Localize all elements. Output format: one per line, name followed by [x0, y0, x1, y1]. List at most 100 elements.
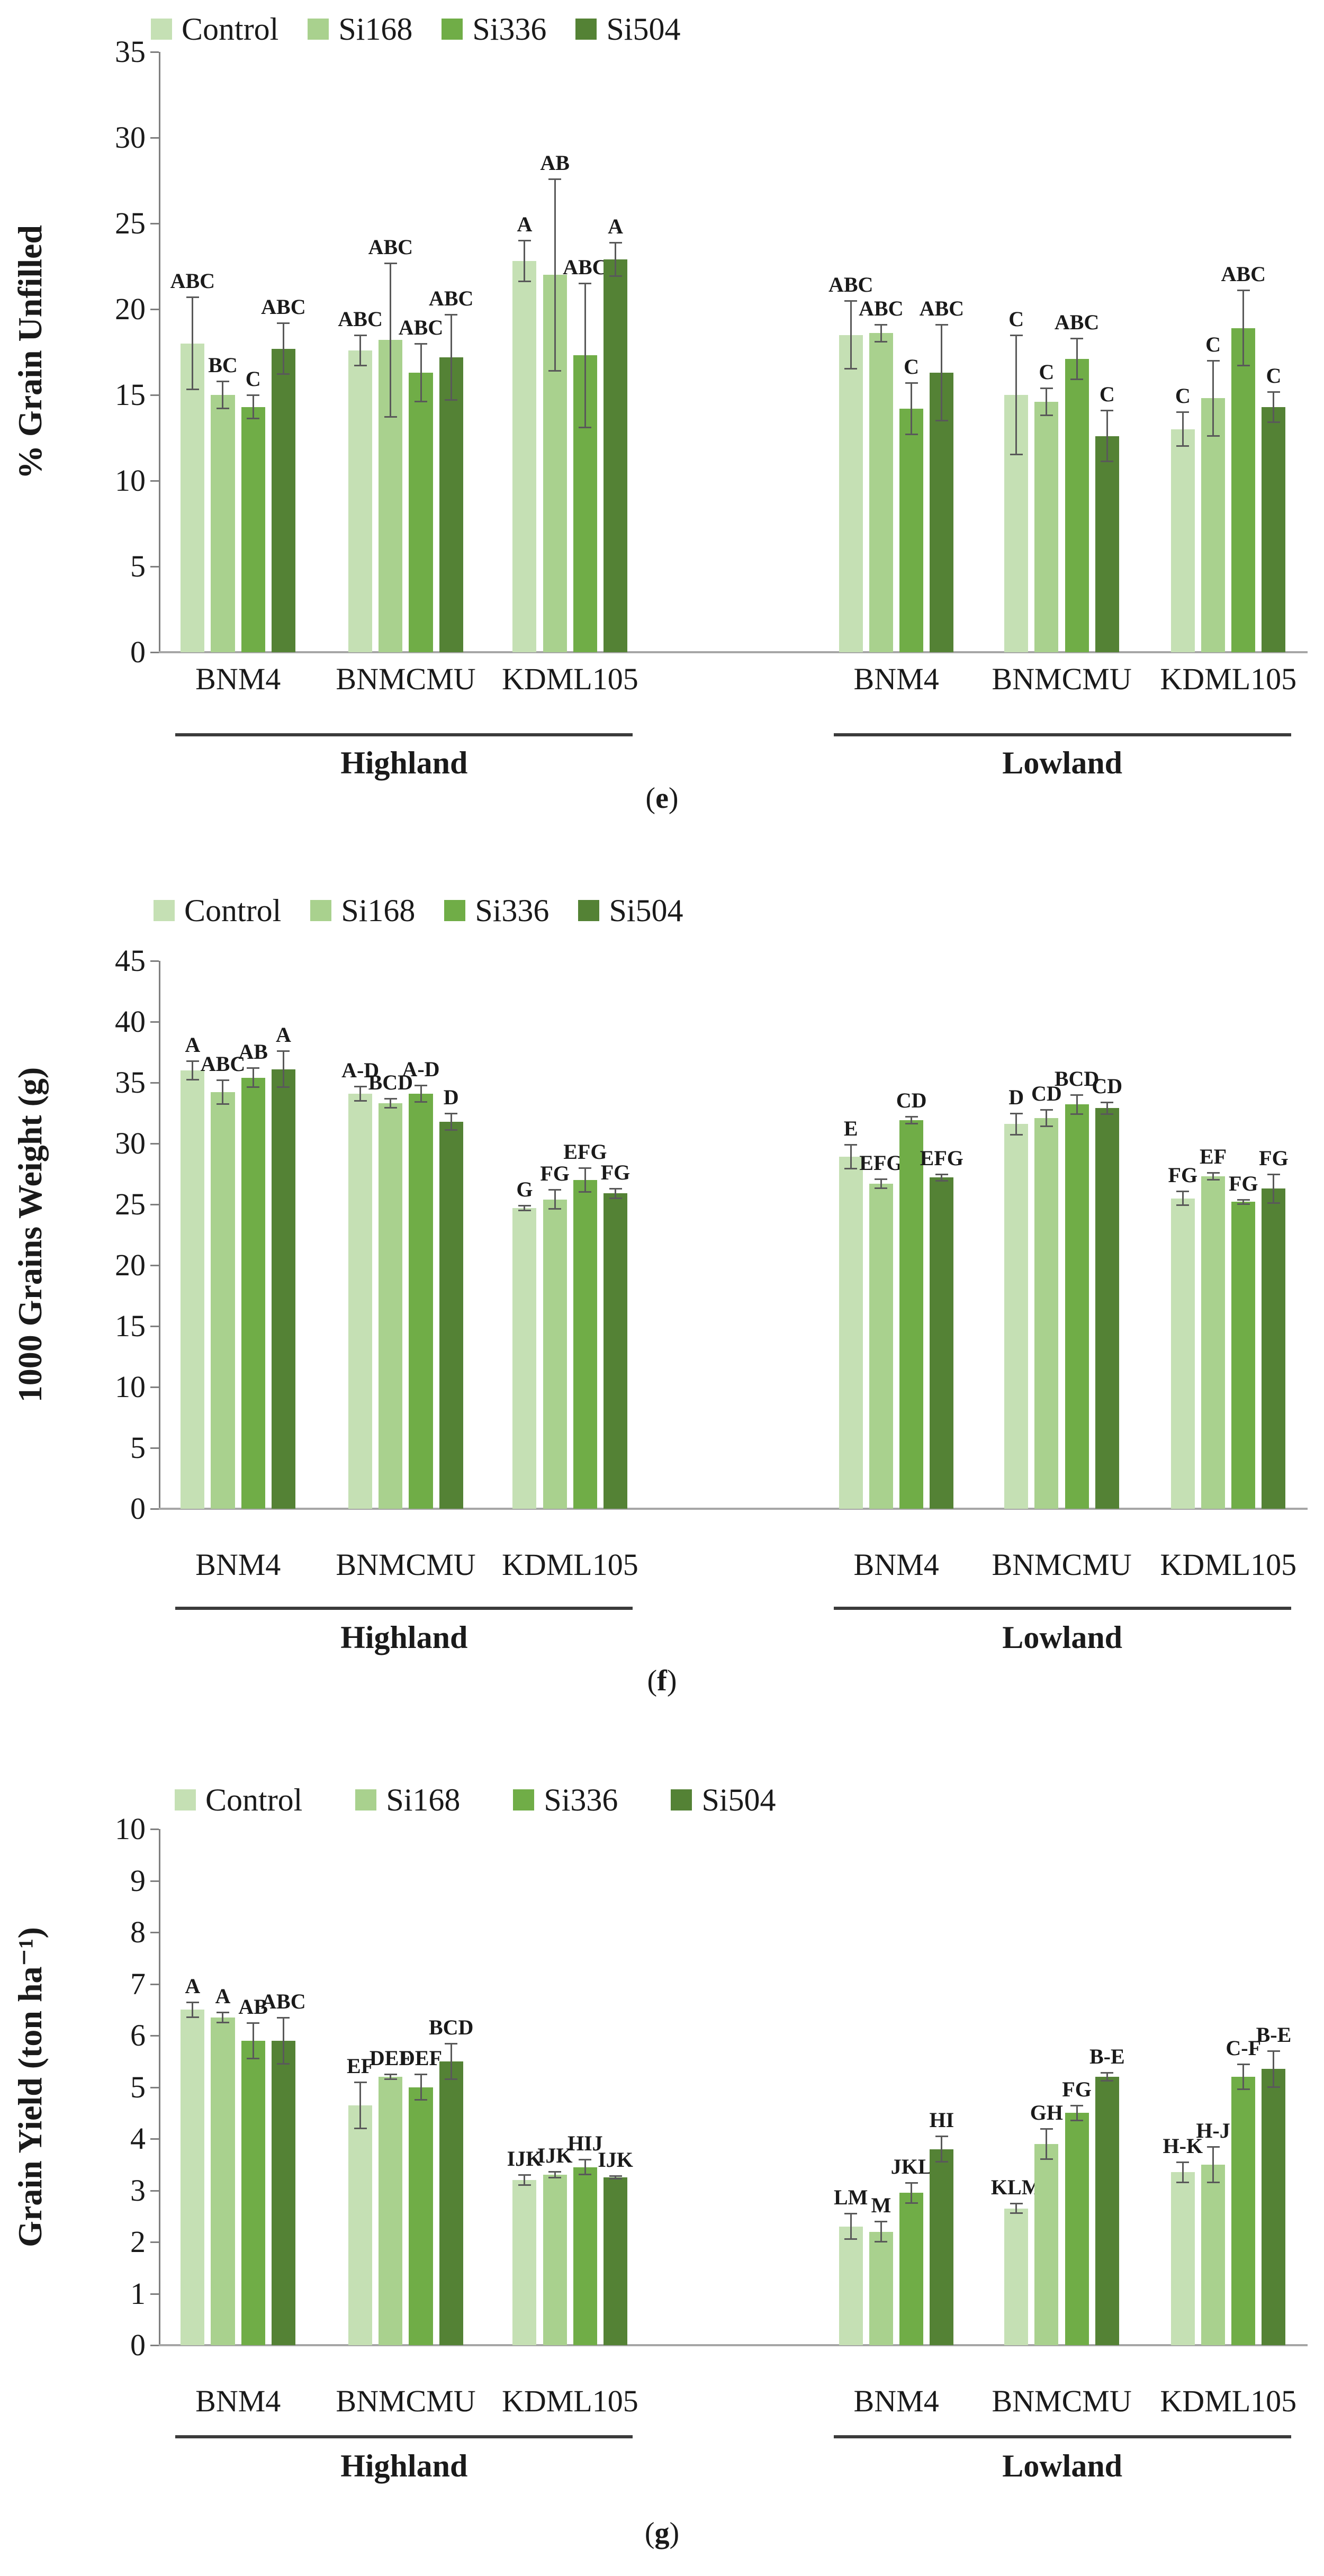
panel-caption: (f): [647, 1664, 677, 1697]
error-bar: [1182, 2161, 1184, 2183]
y-tick-label: 1: [130, 2276, 146, 2311]
error-bar-cap: [186, 1079, 199, 1081]
error-bar-cap: [1267, 391, 1280, 393]
error-bar: [615, 1188, 617, 1199]
x-group-label: BNM4: [853, 1547, 939, 1582]
legend-item-si168: Si168: [310, 895, 415, 926]
error-bar-cap: [277, 2016, 290, 2019]
y-axis-line: [159, 961, 160, 1509]
y-tick-label: 15: [115, 1309, 146, 1343]
error-bar: [941, 1174, 943, 1182]
error-bar-cap: [579, 283, 592, 285]
significance-letter: ABC: [1054, 310, 1100, 335]
significance-letter: ABC: [368, 235, 413, 259]
error-bar-cap: [1176, 1190, 1190, 1192]
error-bar-cap: [548, 2171, 562, 2173]
y-tick-label: 15: [115, 377, 146, 412]
error-bar-cap: [216, 1079, 229, 1082]
error-bar-cap: [935, 419, 948, 421]
error-bar-cap: [1206, 360, 1220, 362]
error-bar: [420, 343, 422, 402]
error-bar-cap: [384, 2074, 397, 2076]
significance-letter: EFG: [859, 1150, 903, 1175]
legend-item-si504: Si504: [671, 1784, 776, 1816]
significance-letter: GH: [1030, 2100, 1063, 2124]
error-bar-cap: [415, 1101, 428, 1103]
legend-item-si336: Si336: [513, 1784, 618, 1816]
bar-si168: [1034, 2143, 1059, 2345]
error-bar-cap: [277, 2062, 290, 2065]
error-bar-cap: [354, 334, 367, 336]
y-tick-label: 4: [130, 2121, 146, 2156]
bar-si168: [379, 2077, 403, 2345]
error-bar-cap: [875, 340, 888, 343]
legend-swatch-icon: [444, 900, 466, 921]
legend-item-si504: Si504: [575, 13, 680, 45]
error-bar: [850, 1145, 852, 1169]
significance-letter: D: [443, 1085, 459, 1109]
error-bar-cap: [186, 296, 199, 299]
error-bar-cap: [384, 1097, 397, 1100]
error-bar-cap: [1176, 2181, 1190, 2183]
bar-si504: [439, 2061, 463, 2345]
y-tick-mark: [150, 2241, 159, 2243]
error-bar-cap: [935, 2160, 948, 2163]
x-axis-line: [159, 1508, 1308, 1510]
error-bar: [252, 395, 254, 419]
significance-letter: ABC: [261, 1989, 306, 2013]
error-bar: [1106, 410, 1108, 462]
error-bar-cap: [1010, 334, 1023, 336]
error-bar-cap: [844, 2213, 858, 2215]
bar-si504: [1262, 2069, 1286, 2345]
significance-letter: C: [245, 367, 261, 391]
bar-si504: [1095, 2077, 1119, 2345]
error-bar: [880, 1178, 882, 1189]
bar-si336: [1065, 358, 1089, 652]
error-bar-cap: [905, 2182, 918, 2184]
error-bar-cap: [579, 2174, 592, 2176]
y-tick-label: 2: [130, 2224, 146, 2259]
y-tick-mark: [150, 2345, 159, 2346]
y-tick-label: 10: [115, 1812, 146, 1846]
location-label: Highland: [340, 1620, 468, 1655]
significance-letter: A: [275, 1023, 291, 1047]
legend-label: Si168: [386, 1782, 461, 1817]
legend-item-si168: Si168: [355, 1784, 460, 1816]
bar-si168: [869, 2231, 893, 2345]
bar-si336: [1231, 1202, 1256, 1509]
error-bar-cap: [609, 1197, 622, 1199]
error-bar: [282, 1051, 284, 1088]
error-bar-cap: [1101, 1101, 1114, 1103]
significance-letter: AB: [238, 1994, 268, 2019]
bar-si168: [1201, 398, 1226, 652]
significance-letter: C: [1175, 384, 1191, 408]
error-bar-cap: [875, 2221, 888, 2222]
significance-letter: E: [843, 1116, 858, 1141]
y-tick-mark: [150, 1265, 159, 1266]
y-tick-mark: [150, 2138, 159, 2140]
error-bar-cap: [277, 322, 290, 324]
bar-si168: [1034, 401, 1059, 652]
significance-letter: IJK: [507, 2147, 543, 2171]
error-bar-cap: [1237, 1203, 1250, 1205]
error-bar-cap: [1040, 2128, 1053, 2130]
error-bar-cap: [518, 2174, 531, 2176]
location-underline: [175, 2435, 633, 2438]
error-bar-cap: [277, 1086, 290, 1088]
error-bar-cap: [579, 2159, 592, 2160]
legend-item-si504: Si504: [578, 895, 683, 926]
x-group-label: BNM4: [853, 662, 939, 696]
error-bar-cap: [415, 1084, 428, 1086]
panel-caption: (e): [645, 782, 679, 815]
y-tick-mark: [150, 2035, 159, 2037]
error-bar-cap: [844, 368, 858, 370]
bar-si504: [439, 357, 463, 652]
error-bar-cap: [384, 416, 397, 418]
error-bar: [911, 383, 913, 435]
plot-area: A A AB ABC EF DEF DEF BCD IJK IJK HIJ IJK LM M JKL HI KL…: [159, 1829, 1308, 2346]
error-bar-cap: [216, 2021, 229, 2023]
error-bar-cap: [1101, 461, 1114, 463]
error-bar-cap: [1040, 414, 1053, 416]
error-bar: [1076, 338, 1078, 380]
legend-label: Si336: [472, 12, 547, 47]
